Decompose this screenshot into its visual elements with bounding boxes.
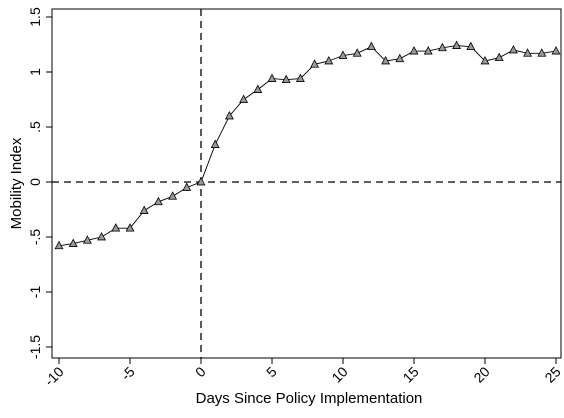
x-axis-label: Days Since Policy Implementation xyxy=(196,390,423,407)
data-point-marker xyxy=(395,53,405,63)
data-point-marker xyxy=(97,231,107,241)
x-tick-label: -5 xyxy=(118,363,138,383)
data-point-marker xyxy=(523,48,533,57)
data-point-marker xyxy=(437,42,447,52)
x-tick-label: 10 xyxy=(328,363,350,385)
data-point-marker xyxy=(125,223,135,232)
y-tick-label: 1.5 xyxy=(27,7,43,27)
x-tick-label: 15 xyxy=(399,363,421,385)
x-tick-label: 5 xyxy=(263,363,280,380)
data-point-marker xyxy=(239,94,249,103)
data-point-marker xyxy=(366,41,376,51)
data-point-marker xyxy=(310,59,320,68)
data-point-marker xyxy=(338,50,348,59)
x-tick-label: -10 xyxy=(41,363,67,389)
data-point-marker xyxy=(452,40,462,49)
data-point-marker xyxy=(508,44,518,54)
series-line xyxy=(58,45,557,247)
y-tick-label: 1 xyxy=(27,68,43,76)
data-point-marker xyxy=(68,238,78,247)
data-point-marker xyxy=(139,205,149,214)
y-axis-label: Mobility Index xyxy=(8,137,25,229)
data-point-marker xyxy=(210,139,220,148)
plot-frame xyxy=(51,8,562,359)
data-point-marker xyxy=(168,191,178,200)
data-point-marker xyxy=(196,176,206,186)
data-point-marker xyxy=(111,223,121,232)
data-point-marker xyxy=(253,84,263,93)
data-point-marker xyxy=(281,74,291,84)
data-point-marker xyxy=(224,110,234,120)
data-point-marker xyxy=(295,73,305,82)
data-point-marker xyxy=(324,55,334,65)
y-tick-label: .5 xyxy=(27,121,43,133)
x-tick-label: 0 xyxy=(192,363,209,380)
x-axis: -10 -5 0 5 10 15 20 25 xyxy=(41,358,564,389)
y-tick-label: -1 xyxy=(27,286,43,299)
y-tick-label: -.5 xyxy=(27,229,43,246)
data-point-marker xyxy=(153,196,163,206)
x-tick-label: 20 xyxy=(470,363,492,385)
data-point-marker xyxy=(182,182,192,191)
data-point-marker xyxy=(480,55,490,65)
data-point-marker xyxy=(551,46,561,55)
y-tick-label: 0 xyxy=(27,178,43,186)
data-point-marker xyxy=(267,73,277,82)
data-point-marker xyxy=(466,41,476,51)
y-tick-label: -1.5 xyxy=(27,335,43,359)
x-tick-label: 25 xyxy=(541,363,563,385)
data-point-marker xyxy=(537,48,547,57)
series-markers xyxy=(54,40,561,250)
data-point-marker xyxy=(54,240,64,250)
data-point-marker xyxy=(423,46,433,55)
data-point-marker xyxy=(494,52,504,62)
data-point-marker xyxy=(409,46,419,55)
y-axis: 1.51.50-.5-1-1.5 xyxy=(27,7,52,359)
data-point-marker xyxy=(352,48,362,57)
data-point-marker xyxy=(381,55,391,65)
data-point-marker xyxy=(82,235,92,244)
